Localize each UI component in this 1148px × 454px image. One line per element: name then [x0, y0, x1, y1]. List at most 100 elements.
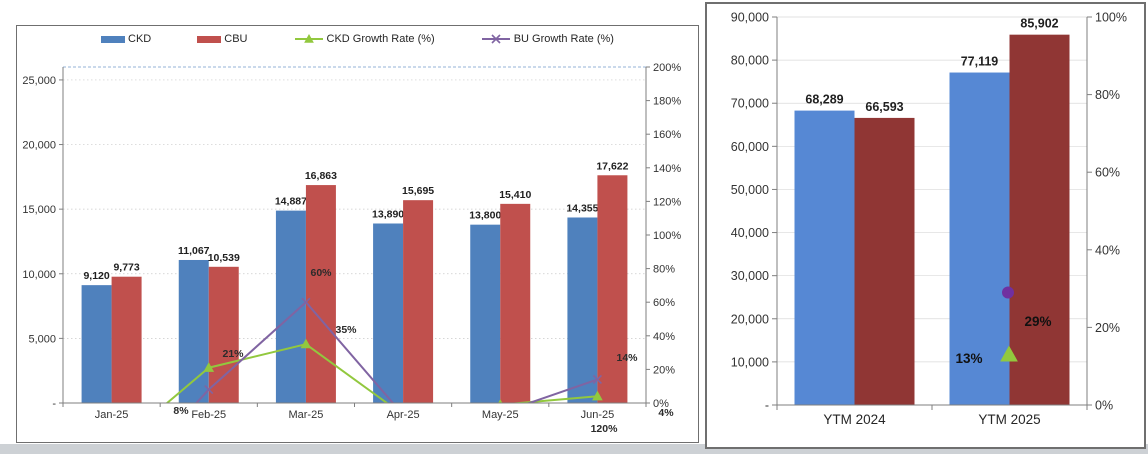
- growth-label: 29%: [1024, 314, 1051, 329]
- growth-line: [165, 343, 598, 403]
- y-left-tick-label: 40,000: [731, 226, 769, 240]
- bar-value-label: 11,067: [178, 245, 210, 257]
- bar-cbu-Apr-25: [403, 200, 434, 403]
- bar-ckd-YTM-2025: [949, 72, 1010, 405]
- legend-item-ckd: CKD: [101, 33, 151, 45]
- y-right-tick-label: 20%: [653, 364, 675, 376]
- y-right-tick-label: 60%: [653, 297, 675, 309]
- legend-label-ckd: CKD: [128, 33, 152, 45]
- triangle-marker-icon: [303, 34, 314, 43]
- y-left-tick-label: 70,000: [731, 97, 769, 111]
- y-right-tick-label: 80%: [1095, 88, 1120, 102]
- growth-annotation: 4%: [658, 407, 674, 419]
- monthly-chart-svg: 9,120 11,067 14,887 13,890 13,800 14,355 9,773…: [22, 62, 681, 435]
- x-category-label: Jan-25: [95, 409, 129, 421]
- y-right-tick-label: 200%: [653, 62, 681, 74]
- y-right-tick-label: 140%: [653, 163, 681, 175]
- y-right-tick-label: 100%: [653, 230, 681, 242]
- y-left-tick-label: 30,000: [731, 269, 769, 283]
- growth-annotation: 21%: [222, 348, 244, 360]
- x-category-label: May-25: [482, 409, 519, 421]
- y-right-tick-label: 160%: [653, 129, 681, 141]
- y-left-tick-label: 15,000: [22, 204, 56, 216]
- bar-cbu-Jan-25: [111, 276, 142, 403]
- x-marker-icon: [491, 34, 501, 44]
- legend-label-bu-growth: BU Growth Rate (%): [513, 33, 614, 45]
- cbu-swatch-icon: [197, 35, 222, 43]
- bar-value-label: 9,120: [83, 270, 109, 282]
- ytm-chart-svg: 68,289 77,119 66,593 85,902 13% 29% 90,000 80,0…: [731, 11, 1127, 428]
- x-marker-icon: [204, 384, 214, 395]
- y-left-tick-label: 80,000: [731, 54, 769, 68]
- bar-value-label: 17,622: [596, 160, 628, 172]
- bar-value-label: 14,355: [566, 202, 598, 214]
- y-left-tick-label: 50,000: [731, 183, 769, 197]
- triangle-marker-icon: [592, 390, 603, 401]
- bar-ckd-May-25: [470, 224, 501, 403]
- bar-value-label: 66,593: [865, 100, 903, 114]
- growth-annotation: 35%: [335, 324, 357, 336]
- y-left-tick-label: 60,000: [731, 140, 769, 154]
- bar-ckd-YTM-2024: [794, 110, 855, 405]
- legend-label-ckd-growth: CKD Growth Rate (%): [326, 33, 435, 45]
- chart-legend: CKD CBU CKD Growth Rate (%) BU Growth Ra…: [17, 33, 698, 45]
- growth-annotation: 14%: [616, 352, 638, 364]
- bar-cbu-YTM-2025: [1009, 34, 1070, 405]
- bar-ckd-Apr-25: [373, 223, 404, 403]
- y-left-tick-label: 20,000: [731, 312, 769, 326]
- bu-growth-line-icon: [481, 34, 510, 44]
- bar-cbu-Feb-25: [208, 266, 239, 403]
- y-right-tick-label: 60%: [1095, 166, 1120, 180]
- legend-item-bu-growth: BU Growth Rate (%): [481, 33, 614, 45]
- bar-value-label: 9,773: [113, 262, 139, 274]
- bar-value-label: 16,863: [305, 170, 337, 182]
- triangle-marker-icon: [300, 338, 312, 349]
- growth-label: 13%: [955, 351, 982, 366]
- y-right-tick-label: 100%: [1095, 11, 1127, 25]
- y-right-tick-label: 80%: [653, 264, 675, 276]
- line-series-triangle: [165, 338, 603, 403]
- y-right-tick-label: 40%: [1095, 243, 1120, 257]
- y-left-tick-label: 25,000: [22, 75, 56, 87]
- growth-annotation: 60%: [310, 267, 332, 279]
- bar-value-label: 15,695: [402, 185, 434, 197]
- y-right-tick-label: 0%: [653, 398, 669, 410]
- x-category-label: Feb-25: [191, 409, 226, 421]
- ckd-swatch-icon: [101, 35, 126, 43]
- line-series-x: [195, 297, 602, 403]
- bar-value-label: 77,119: [961, 55, 999, 69]
- monthly-chart-panel: CKD CBU CKD Growth Rate (%) BU Growth Ra…: [16, 25, 699, 443]
- legend-item-ckd-growth: CKD Growth Rate (%): [294, 33, 435, 45]
- bar-value-label: 13,800: [469, 210, 501, 222]
- triangle-marker-icon: [498, 399, 503, 403]
- bar-value-label: 10,539: [208, 252, 240, 264]
- y-left-tick-label: 90,000: [731, 11, 769, 25]
- growth-annotation: 8%: [173, 405, 189, 417]
- ckd-growth-line-icon: [294, 34, 323, 43]
- legend-item-cbu: CBU: [197, 33, 248, 45]
- bar-value-label: 15,410: [499, 189, 531, 201]
- bar-cbu-YTM-2024: [854, 117, 915, 405]
- bar-value-label: 85,902: [1020, 17, 1058, 31]
- y-right-tick-label: 40%: [653, 331, 675, 343]
- y-right-tick-label: 0%: [1095, 399, 1113, 413]
- triangle-marker-icon: [1000, 345, 1018, 362]
- bar-value-label: 14,887: [275, 196, 307, 208]
- bar-ckd-Jan-25: [81, 285, 112, 403]
- x-category-label: Apr-25: [387, 409, 420, 421]
- x-category-label: Jun-25: [581, 409, 615, 421]
- bar-cbu-Jun-25: [597, 175, 628, 403]
- growth-annotation: 120%: [591, 423, 619, 435]
- y-left-tick-label: 5,000: [28, 333, 56, 345]
- y-right-tick-label: 180%: [653, 96, 681, 108]
- x-category-label: Mar-25: [288, 409, 323, 421]
- x-marker-icon: [592, 374, 602, 385]
- y-right-tick-label: 120%: [653, 196, 681, 208]
- y-left-tick-label: 20,000: [22, 140, 56, 152]
- bar-ckd-Jun-25: [567, 217, 598, 403]
- growth-line: [195, 300, 598, 403]
- circle-marker-icon: [1002, 286, 1014, 299]
- y-left-tick-label: 10,000: [22, 269, 56, 281]
- y-left-tick-label: -: [52, 398, 56, 410]
- x-category-label: YTM 2024: [823, 412, 886, 427]
